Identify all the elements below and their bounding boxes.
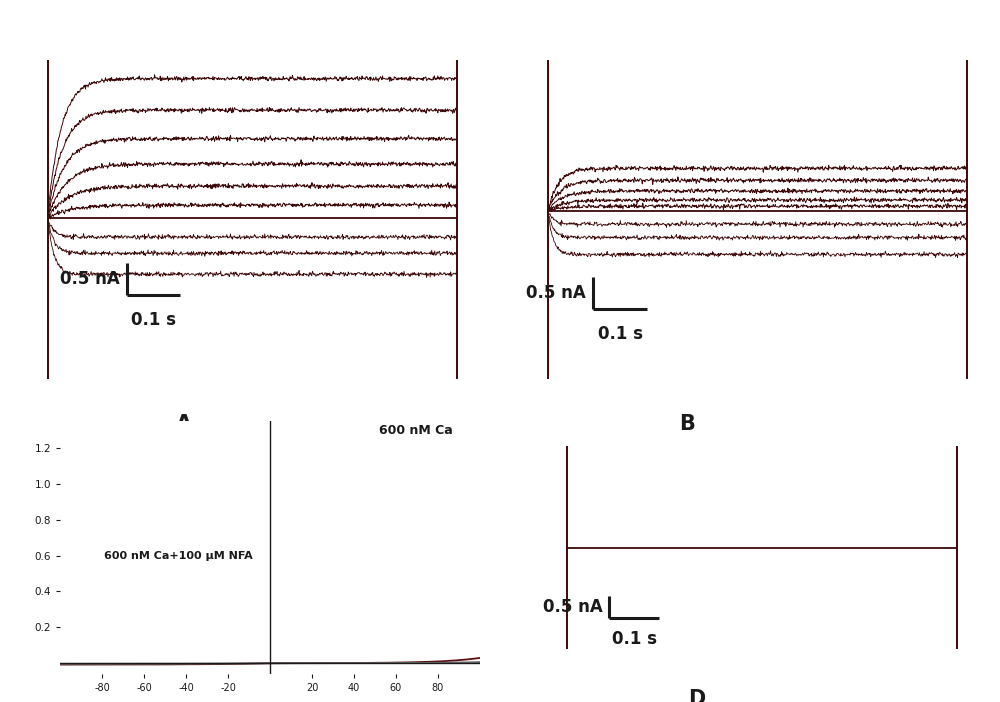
- Text: 0.5 nA: 0.5 nA: [60, 270, 120, 288]
- Text: 600 nM Ca: 600 nM Ca: [379, 424, 453, 437]
- Text: D: D: [688, 689, 706, 702]
- Text: A: A: [176, 414, 192, 434]
- Text: 0.5 nA: 0.5 nA: [543, 598, 602, 616]
- Text: 0.1 s: 0.1 s: [131, 310, 176, 329]
- Text: 0.1 s: 0.1 s: [598, 324, 642, 343]
- Text: 0.5 nA: 0.5 nA: [526, 284, 586, 302]
- Text: 0.1 s: 0.1 s: [612, 630, 656, 648]
- Text: 600 nM Ca+100 μM NFA: 600 nM Ca+100 μM NFA: [104, 551, 253, 561]
- Text: B: B: [680, 414, 695, 434]
